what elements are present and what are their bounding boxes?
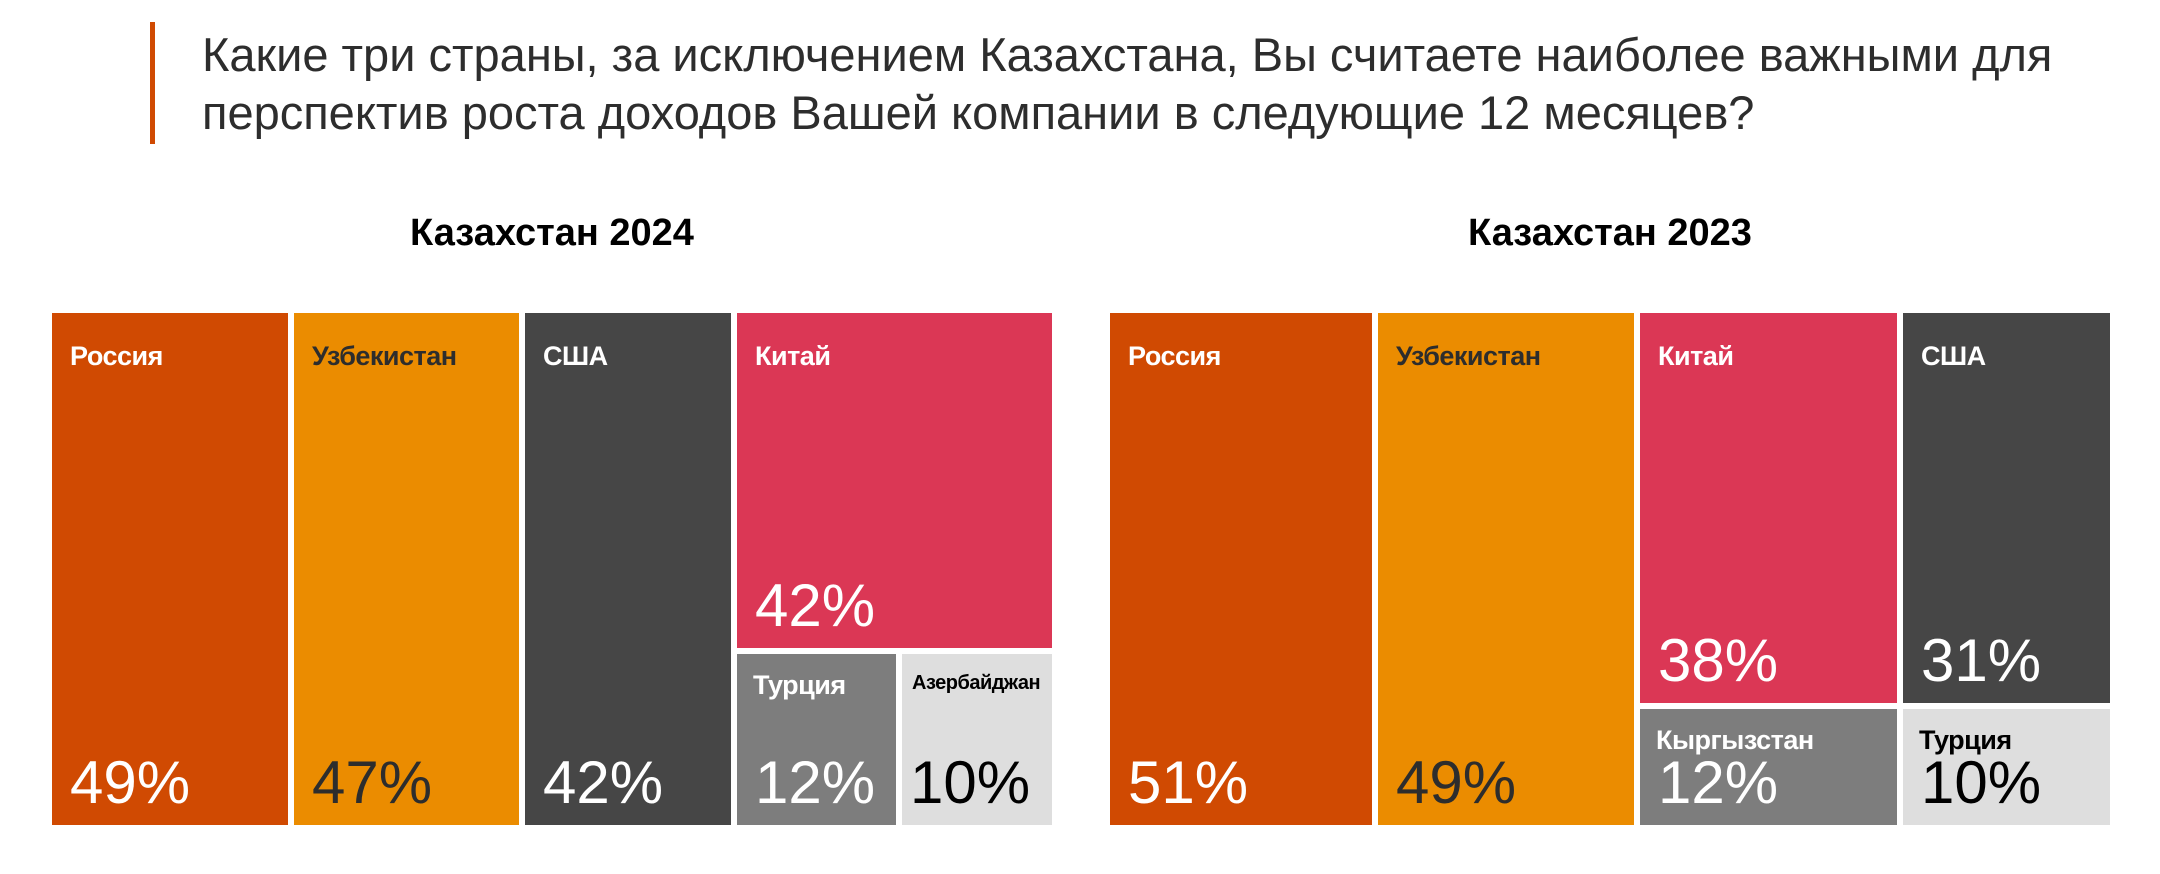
tile-label: Узбекистан bbox=[1396, 341, 1541, 371]
tile-value: 10% bbox=[1921, 749, 2042, 816]
tile-label: Узбекистан bbox=[312, 341, 457, 371]
tile-label: Турция bbox=[1919, 725, 2012, 755]
tile-2023-3: США 31% bbox=[1903, 313, 2110, 703]
tile-value: 38% bbox=[1658, 627, 1779, 694]
tile-label: Азербайджан bbox=[912, 672, 1041, 694]
tile-label: США bbox=[543, 341, 608, 371]
tile-2024-4: Турция 12% bbox=[737, 654, 896, 825]
tile-2023-5: Турция 10% bbox=[1903, 709, 2110, 825]
chart-title-2024: Казахстан 2024 bbox=[410, 212, 694, 254]
tile-value: 49% bbox=[70, 749, 191, 816]
tile-value: 12% bbox=[1658, 749, 1779, 816]
tile-value: 42% bbox=[755, 572, 876, 639]
tile-value: 49% bbox=[1396, 749, 1517, 816]
tile-2023-0: Россия 51% bbox=[1110, 313, 1372, 825]
question-title: Какие три страны, за исключением Казахст… bbox=[202, 28, 2053, 139]
tile-value: 42% bbox=[543, 749, 664, 816]
tile-2024-0: Россия 49% bbox=[52, 313, 288, 825]
treemap-2023: Россия 51% Узбекистан 49% Китай 38% США 31% Кырг… bbox=[1110, 313, 2110, 825]
tile-value: 12% bbox=[755, 749, 876, 816]
tile-value: 47% bbox=[312, 749, 433, 816]
tile-value: 10% bbox=[910, 749, 1031, 816]
accent-bar bbox=[150, 22, 155, 144]
tile-2023-1: Узбекистан 49% bbox=[1378, 313, 1634, 825]
tile-label: Турция bbox=[753, 670, 846, 700]
tile-2024-3: Китай 42% bbox=[737, 313, 1052, 648]
tile-value: 51% bbox=[1128, 749, 1249, 816]
chart-title-2023: Казахстан 2023 bbox=[1468, 212, 1752, 254]
tile-2024-1: Узбекистан 47% bbox=[294, 313, 519, 825]
tile-2023-2: Китай 38% bbox=[1640, 313, 1897, 703]
tile-label: Китай bbox=[755, 341, 831, 371]
tile-label: Россия bbox=[1128, 341, 1221, 371]
tile-2024-2: США 42% bbox=[525, 313, 731, 825]
treemap-2024: Россия 49% Узбекистан 47% США 42% Китай 42% Турц… bbox=[52, 313, 1052, 825]
tile-2024-5: Азербайджан 10% bbox=[902, 654, 1052, 825]
tile-value: 31% bbox=[1921, 627, 2042, 694]
tile-label: Россия bbox=[70, 341, 163, 371]
tile-label: Кыргызстан bbox=[1656, 725, 1814, 755]
tile-2023-4: Кыргызстан 12% bbox=[1640, 709, 1897, 825]
tile-label: США bbox=[1921, 341, 1986, 371]
tile-label: Китай bbox=[1658, 341, 1734, 371]
